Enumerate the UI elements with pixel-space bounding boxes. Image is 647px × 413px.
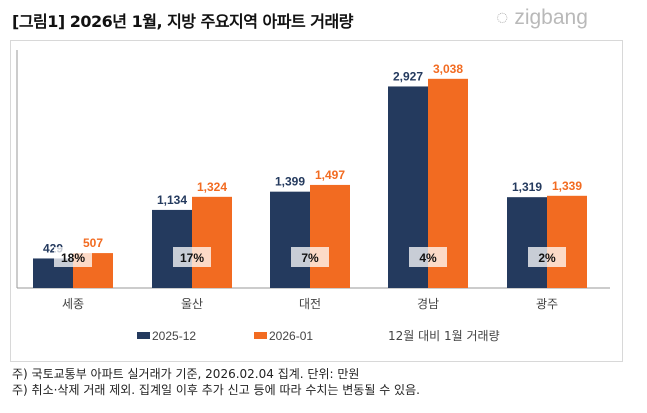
value-label: 2,927 [393,69,423,83]
logo-icon: ◌ [496,6,515,29]
value-label: 1,134 [157,193,187,207]
category-label: 경남 [417,297,439,311]
value-label: 3,038 [433,62,463,76]
value-label: 1,324 [197,180,227,194]
category-label: 세종 [62,297,84,311]
category-label: 울산 [181,297,203,311]
bar-2026-01 [547,195,587,288]
change-label: 18% [61,251,85,265]
legend-swatch-2026-01 [254,332,267,339]
change-label-box [291,247,329,267]
zigbang-logo: ◌ zigbang [496,6,588,30]
change-label: 4% [419,251,437,265]
footnote-2: 주) 취소·삭제 거래 제외. 집계일 이후 추가 신고 등에 따라 수치는 변… [12,383,420,397]
legend-label: 2026-01 [269,329,313,343]
legend-change-label: 12월 대비 1월 거래량 [388,329,500,343]
figure-title: [그림1] 2026년 1월, 지방 주요지역 아파트 거래량 [12,12,353,31]
legend-swatch-2025-12 [137,332,150,339]
change-label-box [54,247,92,267]
value-label: 507 [83,236,103,250]
value-label: 1,339 [552,179,582,193]
footnote-1: 주) 국토교통부 아파트 실거래가 기준, 2026.02.04 집계. 단위:… [12,367,360,381]
chart-frame [10,40,623,362]
category-label: 대전 [299,297,321,311]
category-label: 광주 [536,297,558,311]
change-label: 7% [301,251,319,265]
change-label-box [173,247,211,267]
value-label: 1,399 [275,175,305,189]
legend-label: 2025-12 [152,329,196,343]
change-label-box [528,247,566,267]
bar-2026-01 [310,184,350,288]
change-label: 17% [180,251,204,265]
change-label: 2% [538,251,556,265]
bar-2025-12 [270,191,310,288]
bar-2025-12 [507,197,547,288]
change-label-box [409,247,447,267]
value-label: 1,319 [512,180,542,194]
value-label: 1,497 [315,168,345,182]
logo-text: zigbang [514,6,588,29]
bar-2026-01 [192,196,232,288]
